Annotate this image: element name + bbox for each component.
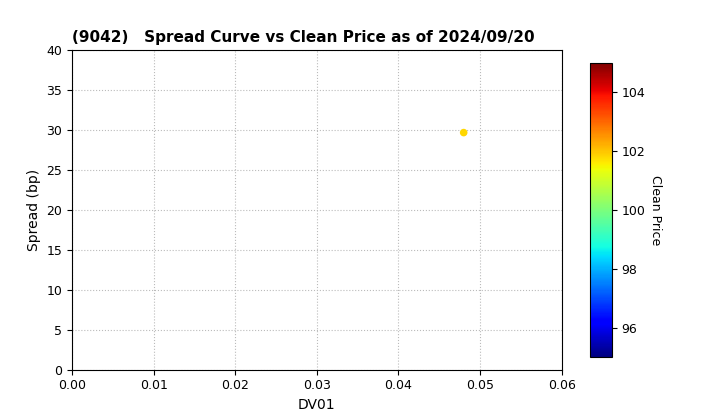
Y-axis label: Spread (bp): Spread (bp)	[27, 169, 41, 251]
Text: (9042)   Spread Curve vs Clean Price as of 2024/09/20: (9042) Spread Curve vs Clean Price as of…	[72, 30, 535, 45]
Point	[458, 129, 469, 136]
Y-axis label: Clean Price: Clean Price	[649, 175, 662, 245]
X-axis label: DV01: DV01	[298, 398, 336, 412]
